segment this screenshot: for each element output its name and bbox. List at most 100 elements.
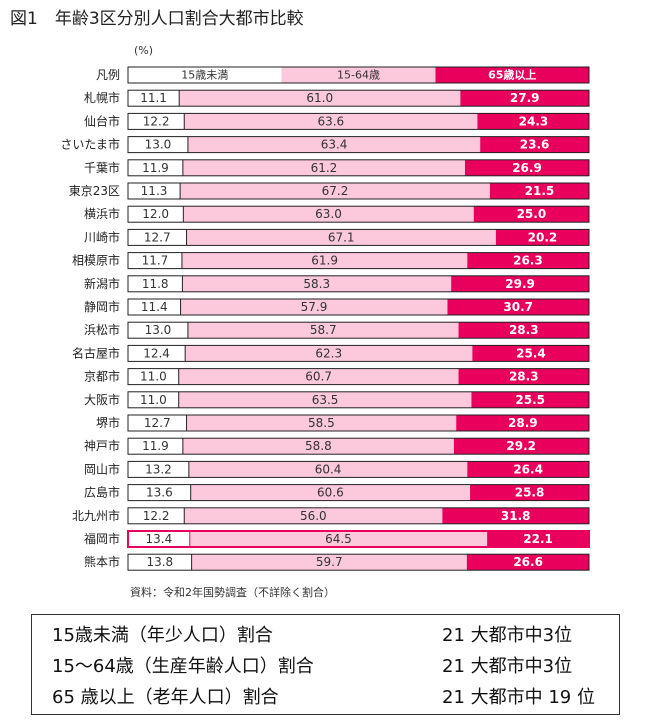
data-label: 23.6 [520, 138, 550, 152]
summary-row-working: 15～64歳（生産年齢人口）割合 21 大都市中3位 [32, 652, 619, 682]
data-label: 25.4 [516, 346, 546, 360]
bar-segment [178, 391, 472, 408]
data-label: 26.3 [513, 254, 543, 268]
bar-frame [127, 182, 590, 200]
data-label: 11.1 [140, 91, 167, 105]
bar-segment [182, 159, 465, 176]
data-label: 11.8 [142, 277, 169, 291]
bar-segment [464, 159, 589, 176]
bar-segment [128, 484, 191, 501]
bar-segment [451, 275, 589, 292]
summary-rank: 21 大都市中3位 [442, 625, 573, 646]
bar-segment [128, 391, 179, 408]
data-label: 12.0 [142, 207, 169, 221]
bar-frame [127, 484, 590, 502]
bar-segment [185, 345, 473, 362]
data-label: 57.9 [301, 300, 328, 314]
data-label: 21.5 [525, 184, 555, 198]
bar-frame [127, 136, 590, 154]
data-label: 58.8 [305, 439, 332, 453]
summary-label: 65 歳以上（老年人口）割合 [52, 687, 279, 708]
category-label: 浜松市 [84, 322, 120, 337]
data-label: 13.8 [146, 555, 173, 569]
bar-frame [127, 228, 590, 246]
bar-frame [127, 205, 590, 223]
data-label: 31.8 [501, 509, 531, 523]
data-label: 12.2 [143, 509, 170, 523]
bar-segment [188, 461, 468, 478]
data-label: 63.0 [315, 207, 342, 221]
data-label: 13.0 [145, 138, 172, 152]
data-label: 28.9 [508, 416, 538, 430]
data-label: 27.9 [510, 91, 540, 105]
data-label: 25.8 [515, 486, 545, 500]
bar-segment [182, 275, 452, 292]
legend-frame [127, 66, 590, 84]
data-label: 28.3 [509, 370, 539, 384]
bar-segment [489, 183, 589, 199]
data-label: 12.2 [143, 114, 170, 128]
data-label: 58.3 [303, 277, 330, 291]
category-label: 京都市 [84, 369, 120, 384]
bar-frame [127, 275, 590, 293]
data-label: 60.4 [315, 462, 342, 476]
category-label: さいたま市 [60, 137, 120, 152]
category-label: 新潟市 [84, 276, 120, 291]
bar-frame [127, 460, 590, 478]
category-label: 大阪市 [84, 392, 120, 407]
bar-segment [180, 299, 448, 315]
data-label: 61.2 [311, 161, 338, 175]
bar-segment [184, 507, 443, 524]
data-label: 11.0 [140, 393, 167, 407]
bar-segment [178, 368, 459, 385]
bar-segment [128, 113, 185, 130]
bar-segment [442, 507, 589, 524]
bar-frame [127, 437, 590, 455]
data-label: 28.3 [509, 323, 539, 337]
legend-label: 15歳未満 [181, 69, 228, 82]
category-label: 静岡市 [84, 299, 120, 314]
summary-rank: 21 大都市中 19 位 [442, 687, 595, 708]
category-label: 広島市 [84, 485, 120, 500]
bar-frame [127, 553, 590, 571]
bar-segment [128, 368, 179, 385]
data-label: 26.9 [512, 161, 542, 175]
unit-label: (%) [134, 44, 154, 57]
legend-swatch [281, 67, 436, 83]
legend-label: 65歳以上 [488, 68, 536, 82]
summary-row-elderly: 65 歳以上（老年人口）割合 21 大都市中 19 位 [32, 683, 619, 713]
category-label: 東京23区 [69, 184, 120, 198]
data-label: 63.6 [317, 114, 344, 128]
bar-segment [466, 554, 590, 571]
data-label: 58.7 [310, 323, 337, 337]
bar-segment [184, 113, 478, 130]
data-label: 63.5 [312, 393, 339, 407]
data-label: 30.7 [503, 300, 533, 314]
data-label: 61.0 [306, 91, 333, 105]
data-label: 13.0 [145, 323, 172, 337]
bar-segment [453, 438, 589, 455]
data-label: 11.9 [142, 439, 169, 453]
category-label: 名古屋市 [72, 345, 120, 360]
legend-swatch [128, 67, 282, 83]
bar-frame [127, 321, 590, 339]
bar-segment [470, 484, 589, 501]
bar-segment [487, 531, 589, 547]
data-label: 12.4 [143, 346, 170, 360]
bar-segment [480, 136, 589, 153]
summary-label: 15歳未満（年少人口）割合 [52, 625, 273, 646]
bar-segment [190, 484, 471, 501]
bar-frame [127, 112, 590, 130]
bar-segment [128, 531, 190, 547]
rank-summary-box: 15歳未満（年少人口）割合 21 大都市中3位 15～64歳（生産年齢人口）割合… [31, 614, 620, 715]
data-label: 64.5 [325, 532, 352, 546]
bar-segment [187, 322, 459, 339]
data-label: 11.4 [141, 300, 168, 314]
bar-frame [127, 507, 590, 525]
category-label: 神戸市 [84, 438, 120, 453]
data-label: 20.2 [528, 230, 558, 244]
bar-segment [471, 391, 589, 408]
data-label: 13.6 [146, 486, 173, 500]
bar-segment [128, 461, 189, 478]
bar-segment [128, 206, 184, 223]
